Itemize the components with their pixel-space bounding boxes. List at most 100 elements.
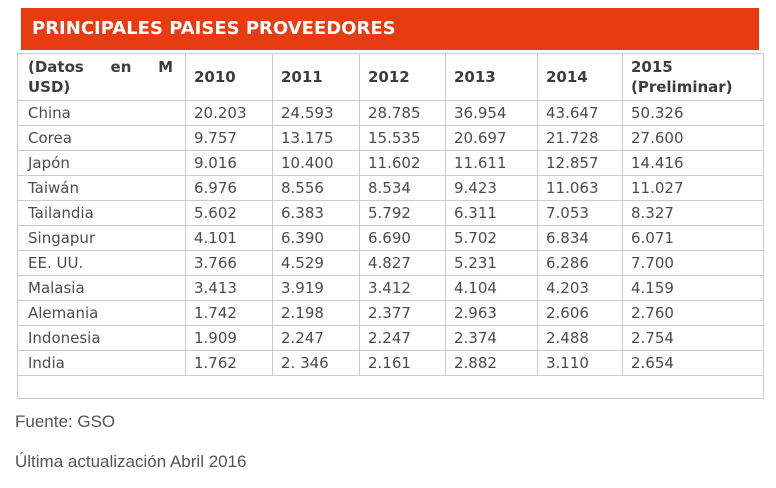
table-row: India 1.762 2. 346 2.161 2.882 3.110 2.654: [17, 350, 764, 376]
value-cell: 9.757: [185, 125, 273, 151]
value-cell: 11.611: [445, 150, 538, 176]
column-header-year: 2014: [537, 53, 623, 101]
value-cell: 3.110: [537, 350, 623, 376]
value-cell: 2.247: [359, 325, 446, 351]
value-cell: 3.412: [359, 275, 446, 301]
value-cell: 4.203: [537, 275, 623, 301]
table-row: Indonesia 1.909 2.247 2.247 2.374 2.488 2.754: [17, 325, 764, 351]
value-cell: 2.377: [359, 300, 446, 326]
value-cell: 2. 346: [272, 350, 360, 376]
table-row: Taiwán 6.976 8.556 8.534 9.423 11.063 11.027: [17, 175, 764, 201]
table-row: EE. UU. 3.766 4.529 4.827 5.231 6.286 7.700: [17, 250, 764, 276]
table-title: PRINCIPALES PAISES PROVEEDORES: [32, 18, 396, 39]
value-cell: 6.071: [622, 225, 764, 251]
value-cell: 36.954: [445, 100, 538, 126]
value-cell: 8.556: [272, 175, 360, 201]
country-cell: Taiwán: [17, 175, 186, 201]
country-cell: Malasia: [17, 275, 186, 301]
value-cell: 11.027: [622, 175, 764, 201]
table-row: Malasia 3.413 3.919 3.412 4.104 4.203 4.159: [17, 275, 764, 301]
unit-label-line1: (Datos en M: [28, 58, 173, 76]
value-cell: 24.593: [272, 100, 360, 126]
value-cell: 6.690: [359, 225, 446, 251]
header-row: (Datos en M USD) 2010 2011 2012 2013 2014 201…: [17, 53, 764, 101]
value-cell: 43.647: [537, 100, 623, 126]
column-header-year: 2015 (Preliminar): [622, 53, 764, 101]
value-cell: 6.383: [272, 200, 360, 226]
value-cell: 21.728: [537, 125, 623, 151]
country-cell: Indonesia: [17, 325, 186, 351]
value-cell: 2.654: [622, 350, 764, 376]
value-cell: 1.742: [185, 300, 273, 326]
suppliers-table: (Datos en M USD) 2010 2011 2012 2013 2014 201…: [17, 53, 764, 399]
last-update-text: Última actualización Abril 2016: [15, 452, 247, 471]
value-cell: 4.101: [185, 225, 273, 251]
country-cell: Alemania: [17, 300, 186, 326]
value-cell: 15.535: [359, 125, 446, 151]
value-cell: 50.326: [622, 100, 764, 126]
table-title-bar: PRINCIPALES PAISES PROVEEDORES: [21, 8, 759, 50]
column-header-unit: (Datos en M USD): [17, 53, 186, 101]
empty-row: [17, 375, 764, 399]
value-cell: 9.423: [445, 175, 538, 201]
value-cell: 13.175: [272, 125, 360, 151]
country-cell: EE. UU.: [17, 250, 186, 276]
value-cell: 7.053: [537, 200, 623, 226]
value-cell: 2.760: [622, 300, 764, 326]
value-cell: 20.203: [185, 100, 273, 126]
value-cell: 2.754: [622, 325, 764, 351]
value-cell: 8.534: [359, 175, 446, 201]
value-cell: 2.606: [537, 300, 623, 326]
value-cell: 7.700: [622, 250, 764, 276]
value-cell: 6.390: [272, 225, 360, 251]
value-cell: 2.963: [445, 300, 538, 326]
suppliers-table-region: PRINCIPALES PAISES PROVEEDORES (Datos en…: [17, 8, 764, 399]
value-cell: 1.909: [185, 325, 273, 351]
country-cell: Singapur: [17, 225, 186, 251]
column-header-year: 2012: [359, 53, 446, 101]
value-cell: 3.413: [185, 275, 273, 301]
value-cell: 12.857: [537, 150, 623, 176]
value-cell: 2.198: [272, 300, 360, 326]
empty-cell: [17, 375, 764, 399]
unit-label-line2: USD): [28, 78, 71, 96]
value-cell: 3.919: [272, 275, 360, 301]
value-cell: 11.063: [537, 175, 623, 201]
value-cell: 5.702: [445, 225, 538, 251]
table-row: Corea 9.757 13.175 15.535 20.697 21.728 27.600: [17, 125, 764, 151]
value-cell: 6.834: [537, 225, 623, 251]
value-cell: 3.766: [185, 250, 273, 276]
value-cell: 5.231: [445, 250, 538, 276]
country-cell: China: [17, 100, 186, 126]
column-header-year: 2013: [445, 53, 538, 101]
source-text: Fuente: GSO: [15, 412, 116, 431]
value-cell: 11.602: [359, 150, 446, 176]
value-cell: 5.792: [359, 200, 446, 226]
value-cell: 4.827: [359, 250, 446, 276]
value-cell: 14.416: [622, 150, 764, 176]
column-header-year: 2010: [185, 53, 273, 101]
value-cell: 9.016: [185, 150, 273, 176]
value-cell: 2.374: [445, 325, 538, 351]
country-cell: Tailandia: [17, 200, 186, 226]
table-row: Alemania 1.742 2.198 2.377 2.963 2.606 2.760: [17, 300, 764, 326]
value-cell: 20.697: [445, 125, 538, 151]
country-cell: Corea: [17, 125, 186, 151]
value-cell: 2.161: [359, 350, 446, 376]
table-row: China 20.203 24.593 28.785 36.954 43.647 50.32…: [17, 100, 764, 126]
value-cell: 4.529: [272, 250, 360, 276]
table-row: Japón 9.016 10.400 11.602 11.611 12.857 14.416: [17, 150, 764, 176]
table-row: Tailandia 5.602 6.383 5.792 6.311 7.053 8.327: [17, 200, 764, 226]
table-row: Singapur 4.101 6.390 6.690 5.702 6.834 6.071: [17, 225, 764, 251]
value-cell: 28.785: [359, 100, 446, 126]
country-cell: India: [17, 350, 186, 376]
value-cell: 6.286: [537, 250, 623, 276]
column-header-year: 2011: [272, 53, 360, 101]
value-cell: 27.600: [622, 125, 764, 151]
value-cell: 6.311: [445, 200, 538, 226]
value-cell: 10.400: [272, 150, 360, 176]
value-cell: 8.327: [622, 200, 764, 226]
value-cell: 2.247: [272, 325, 360, 351]
value-cell: 6.976: [185, 175, 273, 201]
value-cell: 2.882: [445, 350, 538, 376]
